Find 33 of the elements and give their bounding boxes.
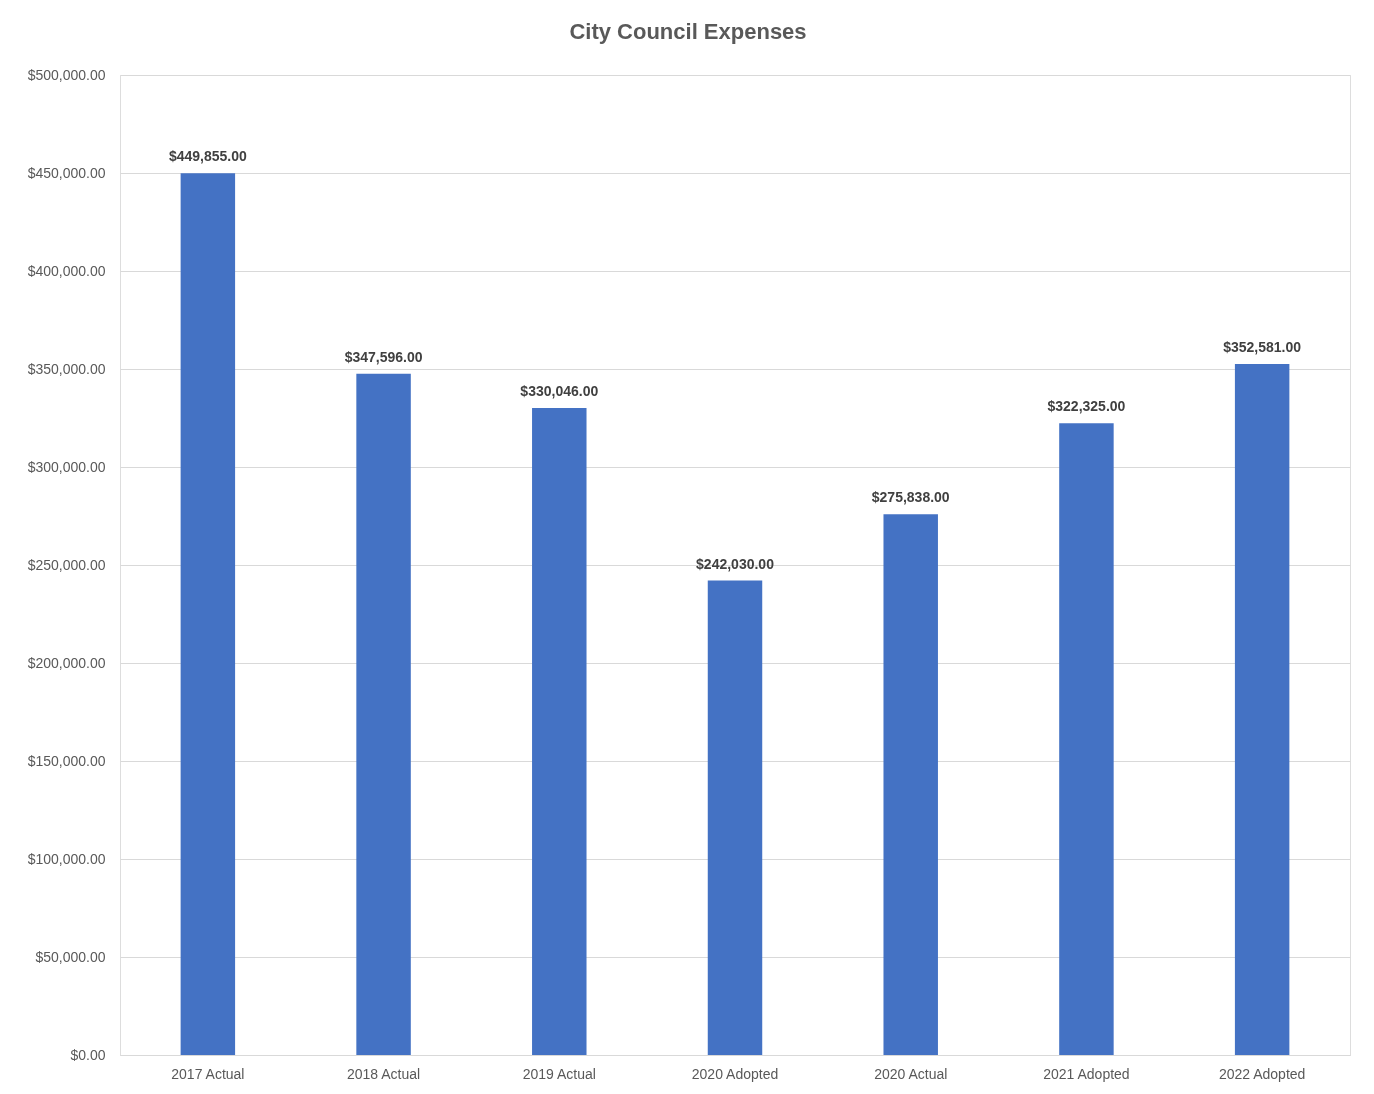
data-label: $449,855.00 bbox=[168, 148, 247, 165]
x-tick-label: 2017 Actual bbox=[171, 1065, 245, 1082]
data-label: $242,030.00 bbox=[696, 555, 775, 572]
x-tick-label: 2022 Adopted bbox=[1218, 1065, 1306, 1082]
y-tick-label: $350,000.00 bbox=[27, 360, 106, 377]
data-label: $352,581.00 bbox=[1223, 338, 1302, 355]
data-label: $330,046.00 bbox=[520, 383, 599, 400]
bar bbox=[707, 580, 763, 1055]
bar bbox=[1059, 423, 1114, 1055]
bar bbox=[356, 373, 411, 1055]
bar bbox=[180, 173, 236, 1055]
bar bbox=[883, 514, 938, 1055]
data-label: $275,838.00 bbox=[871, 489, 950, 506]
x-tick-label: 2019 Actual bbox=[522, 1065, 596, 1082]
y-tick-label: $200,000.00 bbox=[27, 654, 106, 671]
y-tick-label: $450,000.00 bbox=[27, 164, 106, 181]
y-tick-label: $250,000.00 bbox=[27, 556, 106, 573]
bar bbox=[1234, 363, 1290, 1055]
y-tick-label: $100,000.00 bbox=[27, 850, 106, 867]
y-tick-label: $150,000.00 bbox=[27, 752, 106, 769]
y-tick-label: $300,000.00 bbox=[27, 458, 106, 475]
data-label: $347,596.00 bbox=[344, 348, 423, 365]
y-tick-label: $400,000.00 bbox=[27, 262, 106, 279]
bar bbox=[532, 408, 587, 1055]
x-tick-label: 2018 Actual bbox=[346, 1065, 421, 1082]
x-tick-label: 2021 Adopted bbox=[1043, 1065, 1130, 1082]
x-tick-label: 2020 Adopted bbox=[691, 1065, 779, 1082]
x-tick-label: 2020 Actual bbox=[874, 1065, 948, 1082]
y-tick-label: $0.00 bbox=[70, 1046, 106, 1063]
chart-title: City Council Expenses bbox=[569, 19, 807, 44]
data-label: $322,325.00 bbox=[1047, 398, 1126, 415]
y-tick-label: $50,000.00 bbox=[35, 948, 106, 965]
y-tick-label: $500,000.00 bbox=[27, 66, 106, 83]
